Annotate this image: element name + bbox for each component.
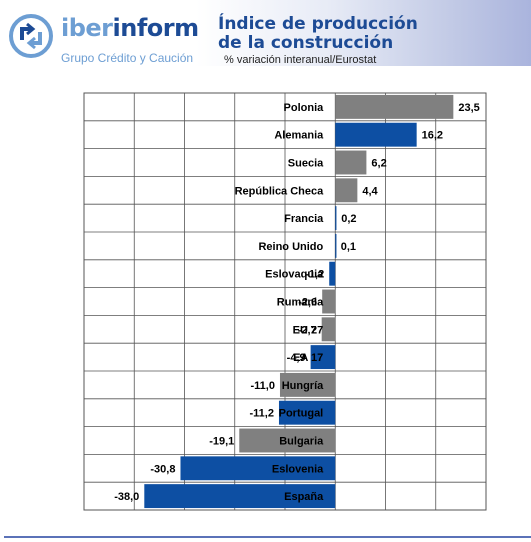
category-label: EU 27 [293,324,324,336]
bar [321,317,336,342]
value-label: -11,2 [250,408,274,420]
category-label: Polonia [284,102,325,114]
iberinform-logo-icon [9,14,53,58]
value-label: 23,5 [458,102,479,114]
bar [335,150,367,175]
bar [335,206,337,231]
value-label: -4,9 [287,352,306,364]
chart-title-line1: Índice de producción [218,14,418,34]
category-label: Bulgaria [279,436,324,448]
bar [335,178,358,203]
value-label: -1,2 [305,269,324,281]
header-band [196,0,531,66]
category-label: Reino Unido [258,241,323,253]
bar [335,122,417,147]
category-label: Hungría [282,380,324,392]
value-label: 0,2 [341,213,356,225]
bar [239,428,336,453]
value-label: -2,7 [298,324,317,336]
category-label: Alemania [274,130,324,142]
category-label: Eslovaquia [265,269,324,281]
chart-title-line2: de la construcción [218,33,394,53]
value-label: 4,4 [362,185,378,197]
bar [335,94,454,119]
category-label: República Checa [235,185,325,197]
bar [310,345,336,370]
category-label: Francia [284,213,324,225]
bar [180,456,336,481]
bar [322,289,336,314]
value-label: 0,1 [341,241,356,253]
chart-title: Índice de producción de la construcción [218,15,418,53]
bar [278,400,336,425]
category-label: Rumania [277,297,324,309]
category-label: Suecia [288,158,324,170]
category-label: Portugal [279,408,324,420]
category-label: España [284,491,324,503]
value-label: -11,0 [251,380,275,392]
value-label: -19,1 [209,436,234,448]
category-label: Eslovenia [272,463,324,475]
brand-name: iberinform [61,14,199,42]
bar [329,261,336,286]
brand-name-part1: iber [61,14,113,42]
value-label: -2,6 [298,297,317,309]
bar [279,372,336,397]
brand-name-part2: inform [112,14,200,42]
category-label: EA 17 [293,352,323,364]
value-label: 16,2 [422,130,443,142]
bar [144,484,336,509]
brand-tagline: Grupo Crédito y Caución [61,51,194,65]
bar [335,233,337,258]
value-label: -38,0 [114,491,139,503]
value-label: -30,8 [150,463,175,475]
chart-subtitle: % variación interanual/Eurostat [224,54,377,66]
value-label: 6,2 [371,158,386,170]
bottom-rule [4,536,531,538]
